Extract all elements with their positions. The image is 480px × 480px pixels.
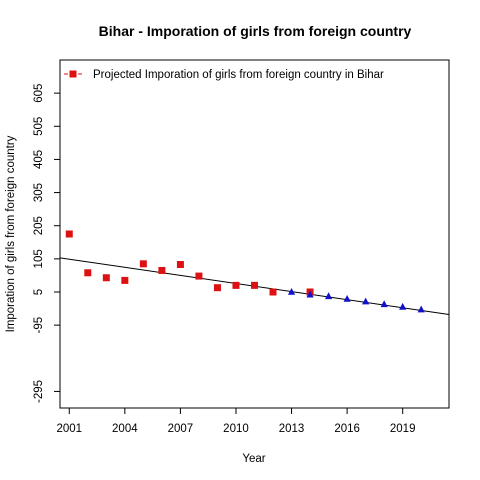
data-point-triangle [380, 300, 388, 308]
x-tick-label: 2016 [334, 423, 360, 435]
data-point-square [251, 281, 258, 289]
x-axis: 2001 2004 2007 2010 2013 2016 2019 [56, 408, 415, 435]
y-axis: 605 505 405 305 205 105 5 -95 -295 [33, 84, 60, 403]
data-point-square [65, 230, 73, 238]
data-point-square [213, 284, 221, 292]
y-tick-label: 105 [33, 249, 45, 268]
y-tick-label: 305 [33, 183, 45, 202]
chart-title: Bihar - Imporation of girls from foreign… [99, 23, 412, 39]
data-point-square [139, 260, 147, 268]
x-tick-label: 2004 [112, 423, 138, 435]
data-point-triangle [287, 288, 296, 295]
data-point-square [121, 276, 129, 284]
y-tick-label: -95 [33, 317, 45, 334]
y-axis-label: Imporation of girls from foreign country [5, 135, 17, 332]
x-tick-label: 2019 [390, 423, 416, 435]
x-tick-label: 2010 [223, 423, 249, 435]
y-tick-label: -295 [33, 380, 45, 403]
data-point-square [84, 269, 92, 277]
data-point-square [269, 288, 277, 296]
y-tick-label: 205 [33, 216, 45, 235]
data-point-square [158, 266, 166, 274]
data-point-square [232, 281, 240, 289]
legend-label: Projected Imporation of girls from forei… [93, 69, 384, 81]
data-point-square [102, 274, 110, 282]
data-point-triangle [324, 292, 333, 300]
data-point-triangle [399, 302, 407, 310]
y-tick-label: 505 [33, 117, 45, 136]
data-point-triangle [306, 290, 314, 298]
x-axis-label: Year [242, 453, 265, 465]
legend-square-icon [69, 70, 77, 78]
data-point-triangle [343, 294, 351, 302]
x-tick-label: 2013 [279, 423, 305, 435]
legend: Projected Imporation of girls from forei… [64, 69, 384, 81]
x-tick-label: 2007 [168, 423, 194, 435]
data-points [65, 230, 425, 313]
data-point-triangle [362, 297, 370, 305]
x-tick-label: 2001 [56, 423, 82, 435]
data-point-square [176, 260, 184, 268]
data-point-square [195, 272, 203, 280]
data-point-triangle [417, 305, 425, 313]
y-tick-label: 605 [33, 84, 45, 103]
y-tick-label: 5 [33, 289, 45, 295]
plot-box [59, 59, 450, 409]
y-tick-label: 405 [33, 150, 45, 169]
